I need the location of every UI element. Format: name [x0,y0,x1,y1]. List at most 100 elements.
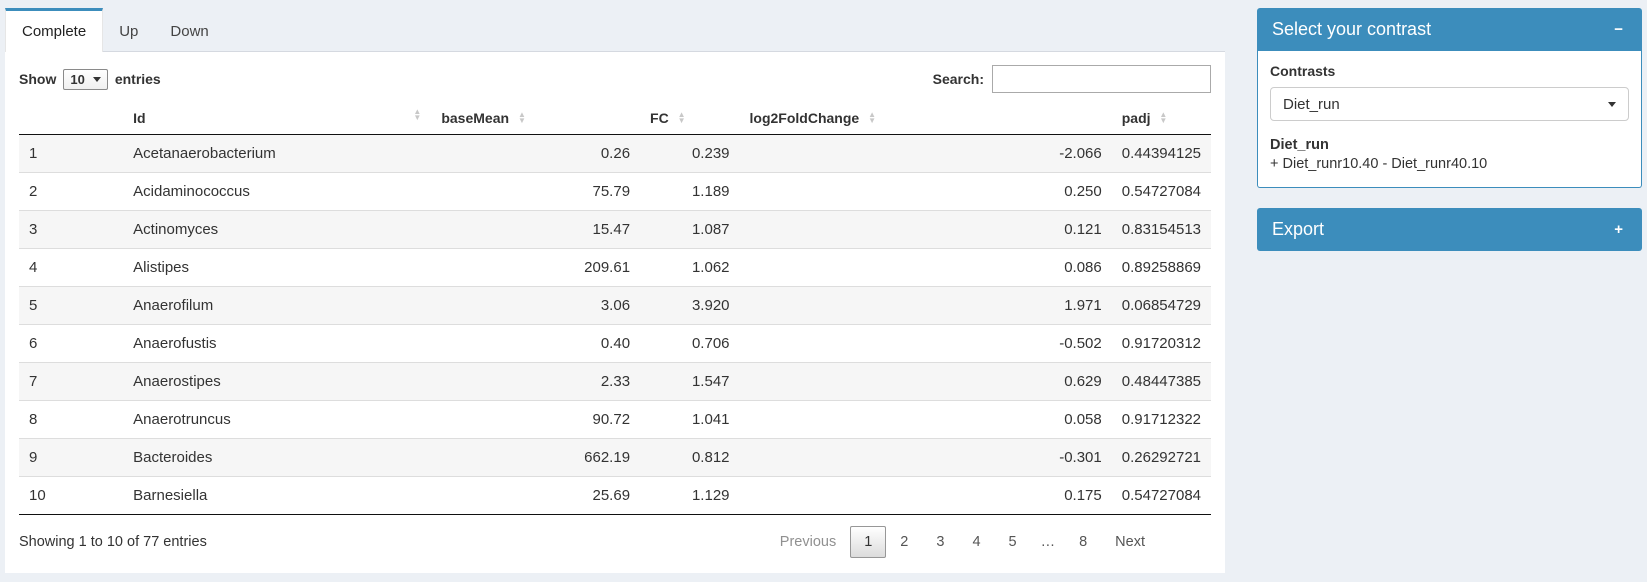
log2foldchange-cell: 0.086 [739,248,1112,287]
header-padj[interactable]: padj [1111,102,1211,135]
row-index-cell: 7 [19,362,124,401]
results-table: Id baseMean FC log2FoldChange [19,102,1211,515]
chevron-down-icon [1608,101,1616,107]
header-fc[interactable]: FC [640,102,740,135]
pagination-ellipsis: … [1040,534,1056,550]
search-label: Search: [932,71,984,87]
tab-up[interactable]: Up [119,23,139,40]
tab-down[interactable]: Down [170,23,209,40]
id-cell: Barnesiella [123,476,432,515]
table-row: 4 Alistipes 209.61 1.062 0.086 0.89258869 [19,248,1211,287]
header-basemean-label: baseMean [441,110,510,126]
expand-plus-icon[interactable]: + [1614,221,1623,238]
header-id-label: Id [133,110,146,126]
padj-cell: 0.83154513 [1111,210,1211,249]
fc-cell: 1.041 [640,400,740,439]
fc-cell: 1.547 [640,362,740,401]
export-box-header[interactable]: Export + [1257,208,1642,251]
export-box: Export + [1257,208,1642,251]
contrast-box-title: Select your contrast [1272,19,1432,39]
contrast-select-value: Diet_run [1283,95,1340,113]
padj-cell: 0.91720312 [1111,324,1211,363]
header-log2foldchange-label: log2FoldChange [749,110,860,126]
basemean-cell: 209.61 [431,248,641,287]
header-basemean[interactable]: baseMean [431,102,641,135]
table-row: 10 Barnesiella 25.69 1.129 0.175 0.54727084 [19,476,1211,515]
pagination-page-4[interactable]: 4 [972,534,981,550]
sidebar-right: Select your contrast − Contrasts Diet_ru… [1257,8,1642,271]
sort-icon [868,112,876,124]
log2foldchange-cell: 1.971 [739,286,1112,325]
pagination-page-5[interactable]: 5 [1008,534,1017,550]
pagination-previous[interactable]: Previous [779,534,837,550]
pagination-page-2[interactable]: 2 [900,534,909,550]
tab-complete[interactable]: Complete [5,8,104,52]
row-index-cell: 2 [19,172,124,211]
padj-cell: 0.06854729 [1111,286,1211,325]
log2foldchange-cell: 0.250 [739,172,1112,211]
contrast-select[interactable]: Diet_run [1270,87,1629,121]
row-index-cell: 1 [29,145,38,162]
row-index-cell: 6 [19,324,124,363]
table-row: 5 Anaerofilum 3.06 3.920 1.971 0.06854729 [19,286,1211,325]
fc-cell: 3.920 [640,286,740,325]
basemean-cell: 662.19 [431,438,641,477]
table-row: 8 Anaerotruncus 90.72 1.041 0.058 0.91712322 [19,400,1211,439]
table-body: 1 Acetanaerobacterium 0.26 0.239 -2.066 0.443… [19,134,1211,515]
basemean-cell: 0.26 [600,145,631,162]
page-length-value: 10 [70,71,85,87]
padj-cell: 0.54727084 [1111,172,1211,211]
search-input[interactable] [992,65,1211,93]
pagination-page-3[interactable]: 3 [936,534,945,550]
page-length-select[interactable]: 10 [63,68,108,90]
row-index-cell: 8 [19,400,124,439]
id-cell: Bacteroides [123,438,432,477]
padj-cell: 0.48447385 [1111,362,1211,401]
padj-cell: 0.89258869 [1111,248,1211,287]
row-index-cell: 3 [19,210,124,249]
id-cell: Acidaminococcus [123,172,432,211]
row-index-cell: 5 [19,286,124,325]
id-cell: Acetanaerobacterium [133,145,276,162]
table-row: 1 Acetanaerobacterium 0.26 0.239 -2.066 0.443… [19,134,1211,173]
fc-cell: 1.129 [640,476,740,515]
header-index [19,102,124,135]
show-label: Show [19,71,57,87]
contrast-name: Diet_run [1270,137,1329,153]
row-index-cell: 4 [19,248,124,287]
results-tab-bar: Complete Up Down [5,8,1225,52]
header-id[interactable]: Id [123,102,432,135]
pagination-page-8[interactable]: 8 [1079,534,1088,550]
table-header-row: Id baseMean FC log2FoldChange [19,102,1211,135]
log2foldchange-cell: 0.175 [739,476,1112,515]
log2foldchange-cell: 0.121 [739,210,1112,249]
sort-icon [678,112,686,124]
log2foldchange-cell: -2.066 [1059,145,1102,162]
basemean-cell: 3.06 [431,286,641,325]
export-box-title: Export [1272,219,1325,239]
sort-icon [518,112,526,124]
log2foldchange-cell: 0.629 [739,362,1112,401]
collapse-minus-icon[interactable]: − [1614,21,1623,38]
contrast-box: Select your contrast − Contrasts Diet_ru… [1257,8,1642,188]
chevron-down-icon [92,76,101,82]
header-fc-label: FC [650,110,669,126]
fc-cell: 0.239 [691,145,730,162]
pagination-next[interactable]: Next [1115,534,1145,550]
id-cell: Anaerofustis [123,324,432,363]
id-cell: Anaerostipes [123,362,432,401]
fc-cell: 1.189 [640,172,740,211]
fc-cell: 1.062 [640,248,740,287]
entries-label: entries [114,71,161,87]
fc-cell: 0.706 [640,324,740,363]
header-log2foldchange[interactable]: log2FoldChange [739,102,1112,135]
row-index-cell: 10 [19,476,124,515]
sort-icon [1159,112,1167,124]
basemean-cell: 15.47 [431,210,641,249]
pagination-page-1[interactable]: 1 [850,526,887,558]
fc-cell: 1.087 [640,210,740,249]
header-padj-label: padj [1121,110,1151,126]
contrast-box-header: Select your contrast − [1257,8,1642,51]
basemean-cell: 75.79 [431,172,641,211]
id-cell: Actinomyces [123,210,432,249]
